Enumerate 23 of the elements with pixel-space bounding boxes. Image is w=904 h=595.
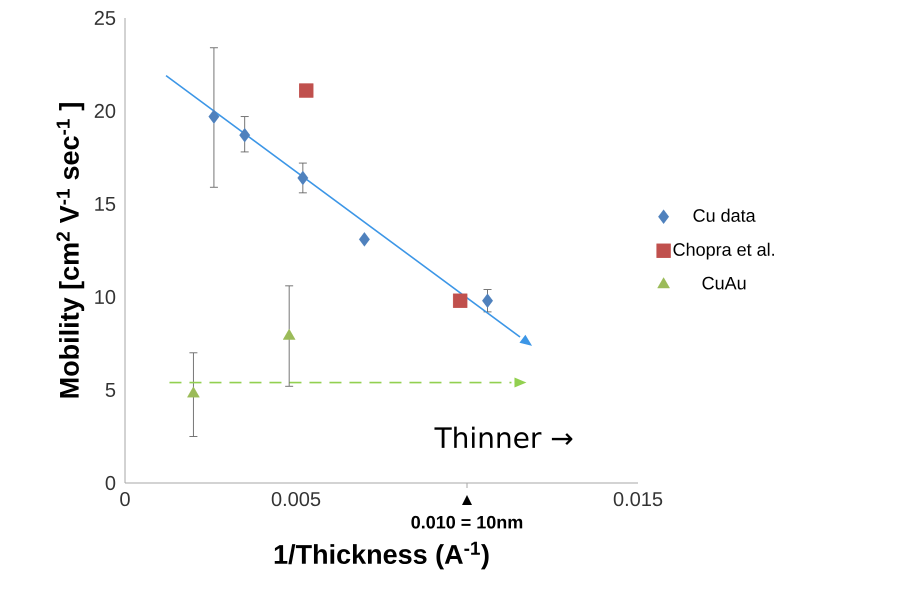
point [297,170,308,186]
x-tick-label: 0 [120,492,130,506]
point [358,232,370,247]
y-tick-label: 25 [94,10,116,26]
y-tick-label: 0 [106,476,116,490]
y-tick-label: 5 [106,383,116,397]
y-tick-label: 15 [95,197,116,211]
legend-label: Cu data [694,208,756,222]
legend-label: CuAu [702,276,746,290]
annotation: Thinner → [434,426,572,448]
text: 0.010 = 10nm [411,516,522,529]
point [208,109,220,124]
point [482,294,493,308]
point [239,128,250,142]
y-axis-title: Mobility [cm$^{2}$ V$^{-1}$ sec$^{-1}$ ] [56,103,84,398]
y-tick-label: 10 [95,290,116,304]
x-tick-label: 0.015 [614,492,662,506]
x-axis-title: 1/Thickness (A$^{-1}$) [274,542,489,570]
x-tick-label: 0.005 [272,492,320,506]
legend-label: Chopra et al. [674,242,774,260]
point [299,83,314,98]
point [452,294,468,308]
y-tick-label: 20 [94,104,116,118]
